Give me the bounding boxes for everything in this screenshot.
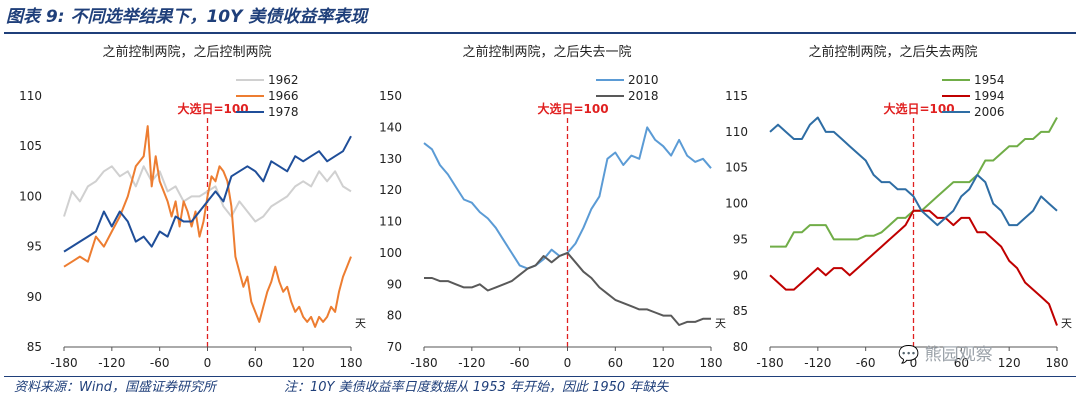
y-tick-label: 130	[379, 152, 402, 166]
x-tick-label: 120	[652, 356, 675, 370]
x-tick-label: -60	[510, 356, 530, 370]
y-tick-label: 85	[27, 340, 42, 354]
legend-label: 1966	[268, 89, 299, 103]
legend-label: 2010	[628, 73, 659, 87]
election-day-annotation: 大选日=100	[538, 101, 609, 116]
x-tick-label: 60	[954, 356, 969, 370]
y-tick-label: 100	[19, 189, 42, 203]
legend-label: 2018	[628, 89, 659, 103]
x-tick-label: 0	[204, 356, 212, 370]
x-tick-label: -180	[410, 356, 437, 370]
footer-rule	[4, 376, 1076, 377]
x-tick-label: -180	[756, 356, 783, 370]
y-tick-label: 150	[379, 89, 402, 103]
x-tick-label: 120	[292, 356, 315, 370]
x-tick-label: -120	[98, 356, 125, 370]
legend-label: 2006	[974, 105, 1005, 119]
x-tick-label: 120	[998, 356, 1021, 370]
y-tick-label: 110	[725, 125, 748, 139]
legend-label: 1994	[974, 89, 1005, 103]
y-tick-label: 110	[19, 89, 42, 103]
chart-panel-3: 之前控制两院，之后失去两院 80 85 90 95 100 105 110 115 -180 -12…	[725, 44, 1072, 370]
chart-panel-1: 之前控制两院，之后控制两院 85 90 95 100 105 110 -180 -120 -60 0…	[19, 44, 366, 370]
series-line-2018	[424, 251, 711, 326]
series-line-2006	[769, 116, 1058, 227]
y-tick-label: 90	[27, 290, 42, 304]
y-tick-label: 115	[725, 89, 748, 103]
watermark: 💬 熊园观察	[898, 340, 993, 365]
x-tick-label: 180	[340, 356, 363, 370]
x-unit-label: 天	[355, 317, 366, 330]
x-tick-label: 60	[608, 356, 623, 370]
panel-title: 之前控制两院，之后控制两院	[102, 44, 271, 60]
y-tick-label: 70	[387, 340, 402, 354]
x-tick-label: 0	[564, 356, 572, 370]
series-line-1966	[63, 125, 352, 328]
y-tick-label: 100	[725, 197, 748, 211]
wechat-icon: 💬	[898, 345, 920, 365]
election-day-annotation: 大选日=100	[178, 101, 249, 116]
y-tick-label: 80	[387, 309, 402, 323]
legend-label: 1978	[268, 105, 299, 119]
x-tick-label: 180	[1046, 356, 1069, 370]
y-tick-label: 105	[725, 161, 748, 175]
legend-label: 1962	[268, 73, 299, 87]
footer-source: 资料来源：Wind，国盛证券研究所	[14, 380, 216, 395]
y-tick-label: 120	[379, 183, 402, 197]
y-tick-label: 95	[733, 232, 748, 246]
x-tick-label: -120	[458, 356, 485, 370]
title-rule	[4, 32, 1076, 34]
series-line-1978	[63, 135, 352, 253]
x-tick-label: 60	[248, 356, 263, 370]
y-tick-label: 90	[387, 277, 402, 291]
legend-label: 1954	[974, 73, 1005, 87]
y-tick-label: 90	[733, 268, 748, 282]
y-tick-label: 100	[379, 246, 402, 260]
x-tick-label: 0	[910, 356, 918, 370]
x-unit-label: 天	[1061, 317, 1072, 330]
x-tick-label: -180	[50, 356, 77, 370]
x-tick-label: -60	[856, 356, 876, 370]
figure-title: 图表 9: 不同选举结果下，10Y 美债收益率表现	[6, 7, 368, 27]
y-tick-label: 110	[379, 215, 402, 229]
y-tick-label: 105	[19, 139, 42, 153]
x-unit-label: 天	[715, 317, 726, 330]
x-tick-label: 180	[700, 356, 723, 370]
x-tick-label: -60	[150, 356, 170, 370]
series-line-1994	[769, 209, 1058, 326]
chart-panel-2: 之前控制两院，之后失去一院 70 80 90 100 110 120 130 140 150 -18…	[379, 44, 726, 370]
watermark-text: 熊园观察	[924, 345, 993, 365]
y-tick-label: 85	[733, 304, 748, 318]
y-tick-label: 95	[27, 240, 42, 254]
y-tick-label: 140	[379, 120, 402, 134]
x-tick-label: -120	[804, 356, 831, 370]
footer-note: 注：10Y 美债收益率日度数据从 1953 年开始，因此 1950 年缺失	[284, 380, 669, 395]
panel-title: 之前控制两院，之后失去一院	[462, 44, 631, 60]
panel-title: 之前控制两院，之后失去两院	[808, 44, 977, 60]
election-day-annotation: 大选日=100	[884, 101, 955, 116]
y-tick-label: 80	[733, 340, 748, 354]
